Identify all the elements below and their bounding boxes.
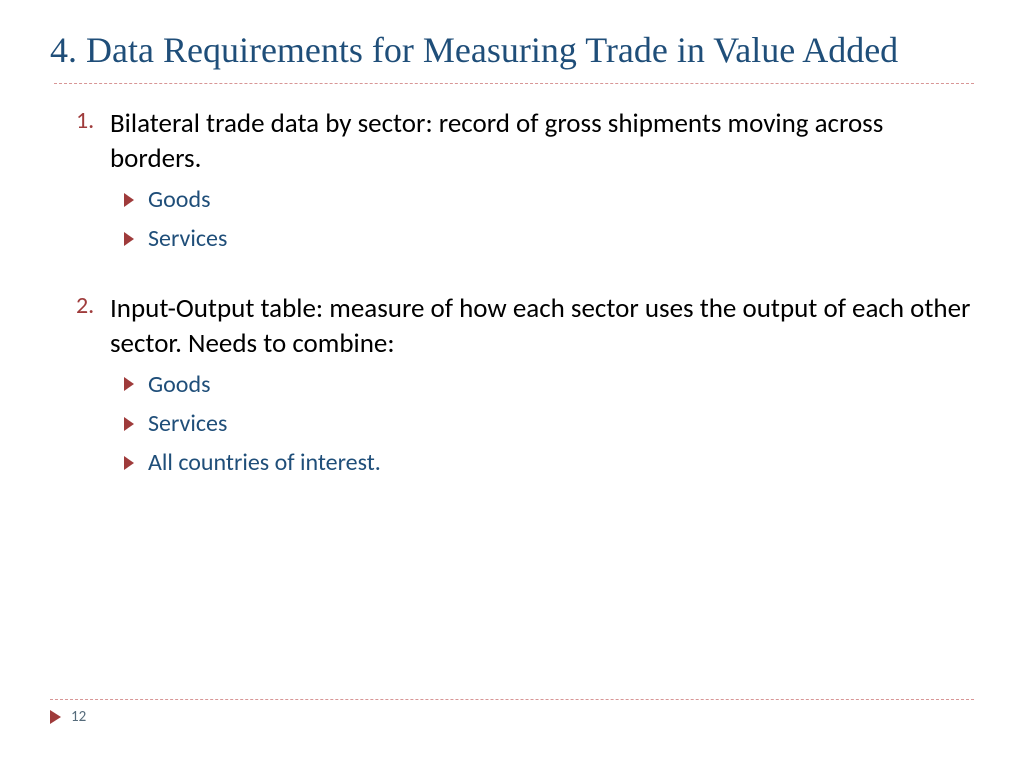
footer-row: 12 — [50, 708, 974, 726]
list-text: Bilateral trade data by sector: record o… — [110, 106, 974, 176]
sub-item: Services — [124, 408, 974, 439]
list-text: Input-Output table: measure of how each … — [110, 291, 974, 361]
list-item: 2. Input-Output table: measure of how ea… — [50, 291, 974, 361]
content-area: 1. Bilateral trade data by sector: recor… — [50, 106, 974, 478]
sub-item: Goods — [124, 184, 974, 215]
title-divider — [54, 83, 974, 84]
slide-title: 4. Data Requirements for Measuring Trade… — [50, 28, 974, 73]
sub-text: All countries of interest. — [148, 447, 381, 478]
page-number: 12 — [71, 708, 86, 726]
list-marker: 1. — [50, 106, 110, 176]
footer-triangle-icon — [50, 710, 61, 724]
sub-item: All countries of interest. — [124, 447, 974, 478]
list-item: 1. Bilateral trade data by sector: recor… — [50, 106, 974, 176]
slide: 4. Data Requirements for Measuring Trade… — [0, 0, 1024, 768]
sub-text: Goods — [148, 184, 210, 215]
sub-list: Goods Services — [124, 184, 974, 254]
triangle-bullet-icon — [124, 377, 134, 391]
sub-text: Services — [148, 408, 227, 439]
sub-text: Services — [148, 223, 227, 254]
triangle-bullet-icon — [124, 456, 134, 470]
triangle-bullet-icon — [124, 417, 134, 431]
list-marker: 2. — [50, 291, 110, 361]
sub-list: Goods Services All countries of interest… — [124, 369, 974, 479]
triangle-bullet-icon — [124, 193, 134, 207]
triangle-bullet-icon — [124, 232, 134, 246]
sub-text: Goods — [148, 369, 210, 400]
footer-divider — [50, 699, 974, 700]
slide-footer: 12 — [50, 699, 974, 726]
sub-item: Goods — [124, 369, 974, 400]
sub-item: Services — [124, 223, 974, 254]
